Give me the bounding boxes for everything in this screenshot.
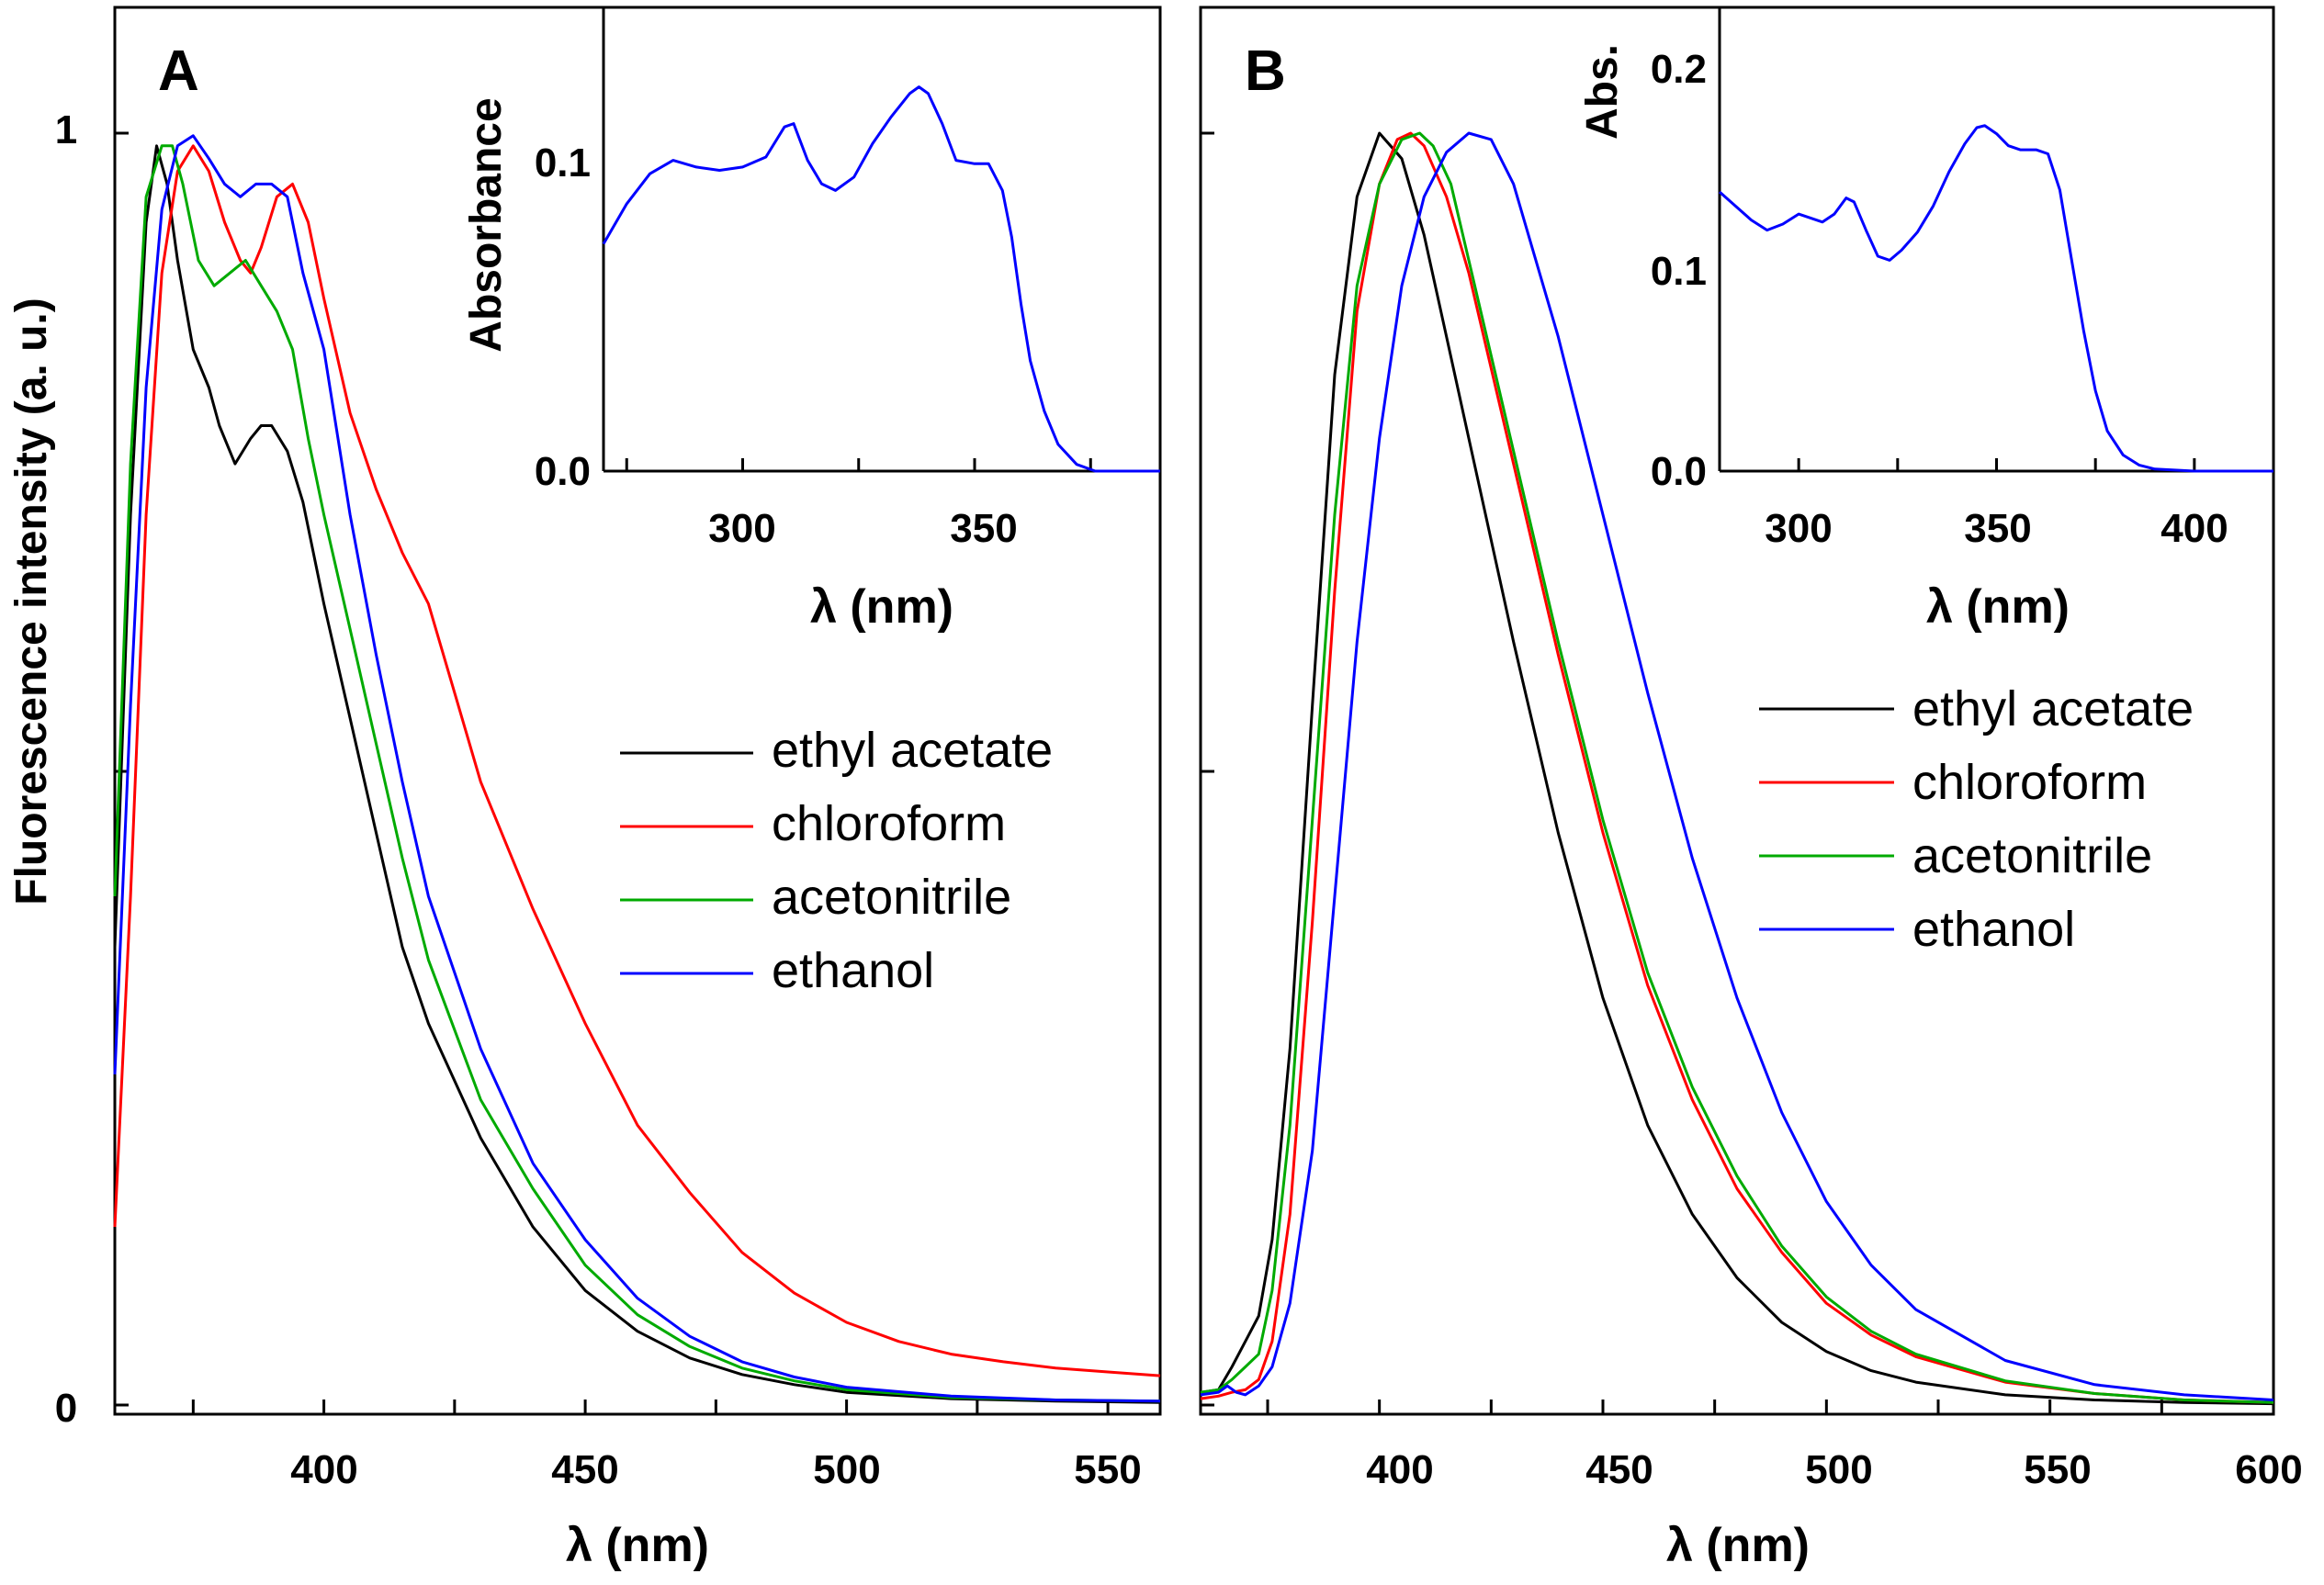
panel-b-label: B xyxy=(1245,39,1286,103)
panel-a-inset-y-axis-title: Absorbance xyxy=(462,97,511,352)
panel-a-inset-ticks xyxy=(625,458,1092,471)
panel-b-legend-label-chloroform: chloroform xyxy=(1912,755,2147,810)
panel-b-inset-series-line-series-0 xyxy=(1719,124,2273,473)
panel-b-legend: ethyl acetate chloroform acetonitrile et… xyxy=(1759,681,2194,957)
panel-b-inset-x-tick-label-300: 300 xyxy=(1765,506,1832,551)
panel-a-inset-series-group xyxy=(602,85,1160,473)
panel-a-series-line-chloroform xyxy=(113,144,1161,1377)
panel-b-inset-series-group xyxy=(1719,124,2273,473)
panel-a-x-tick-label-450: 450 xyxy=(551,1447,618,1492)
panel-b-inset-y-tick-label-0.0: 0.0 xyxy=(1651,449,1707,494)
panel-a-legend-label-ethyl-acetate: ethyl acetate xyxy=(772,723,1053,778)
panel-b-inset-ticks xyxy=(1797,458,2196,471)
panel-b-x-tick-label-600: 600 xyxy=(2235,1447,2302,1492)
panel-a-label: A xyxy=(158,39,199,103)
panel-b-x-axis-title: λ (nm) xyxy=(1666,1519,1810,1572)
panel-a-x-tick-label-500: 500 xyxy=(813,1447,880,1492)
panel-b-series-line-ethyl-acetate xyxy=(1200,131,2274,1406)
panel-b-x-tick-label-550: 550 xyxy=(2024,1447,2091,1492)
panel-b-x-tick-label-500: 500 xyxy=(1805,1447,1872,1492)
panel-b-series-line-chloroform xyxy=(1200,131,2274,1404)
panel-a-inset-series-line-series-0 xyxy=(602,85,1160,473)
panel-a-inset-y-tick-label-0.0: 0.0 xyxy=(535,449,591,494)
panel-a-series-line-ethanol xyxy=(113,134,1161,1403)
panel-b-inset-y-axis-title: Abs. xyxy=(1578,44,1627,140)
panel-a-series-line-ethyl-acetate xyxy=(113,144,1161,1404)
panel-b-series-line-ethanol xyxy=(1200,131,2274,1401)
panel-a-inset-x-tick-label-350: 350 xyxy=(950,506,1017,551)
panel-a-plot-frame xyxy=(113,6,1162,1416)
panel-b-inset-x-tick-label-400: 400 xyxy=(2160,506,2228,551)
panel-a-x-axis-title: λ (nm) xyxy=(566,1519,709,1572)
panel-a-inset-y-tick-label-0.1: 0.1 xyxy=(535,141,591,185)
panel-b-inset-y-tick-label-0.2: 0.2 xyxy=(1651,47,1707,92)
panel-a-x-tick-label-400: 400 xyxy=(290,1447,357,1492)
panel-a-legend: ethyl acetate chloroform acetonitrile et… xyxy=(620,723,1053,998)
panel-a-y-axis-title: Fluorescence intensity (a. u.) xyxy=(7,298,56,905)
panel-b-inset-x-tick-label-350: 350 xyxy=(1964,506,2031,551)
panel-b-series-line-acetonitrile xyxy=(1200,131,2274,1404)
panel-a-series-group xyxy=(113,134,1161,1404)
panel-a-legend-label-acetonitrile: acetonitrile xyxy=(772,870,1011,925)
panel-b-x-tick-label-400: 400 xyxy=(1366,1447,1433,1492)
panel-a-inset-x-tick-label-300: 300 xyxy=(708,506,775,551)
panel-a-x-tick-label-550: 550 xyxy=(1074,1447,1141,1492)
panel-b-inset-y-tick-label-0.1: 0.1 xyxy=(1651,249,1707,294)
panel-b-plot-frame xyxy=(1199,6,2275,1416)
panel-b-x-ticks xyxy=(1266,1400,2275,1414)
panel-a-y-tick-label-0: 0 xyxy=(55,1386,77,1431)
panel-a-series-line-acetonitrile xyxy=(113,144,1161,1403)
panel-a-y-tick-label-1: 1 xyxy=(55,107,77,152)
panel-a-inset: Absorbance λ (nm) 0.0 0.1 300 350 xyxy=(462,7,1160,634)
panel-a: A Fluorescence intensity (a. u.) λ (nm) … xyxy=(7,6,1162,1572)
panel-a-legend-label-ethanol: ethanol xyxy=(772,943,934,998)
panel-b-legend-label-ethyl-acetate: ethyl acetate xyxy=(1912,681,2194,736)
panel-b: B λ (nm) 400 450 500 550 600 ethyl aceta… xyxy=(1199,6,2303,1572)
panel-a-x-ticks xyxy=(191,1400,1110,1414)
panel-b-inset-x-axis-title: λ (nm) xyxy=(1926,580,2070,634)
panel-b-legend-label-ethanol: ethanol xyxy=(1912,902,2075,957)
panel-b-inset: Abs. λ (nm) 0.0 0.1 0.2 300 350 400 xyxy=(1578,7,2273,634)
panel-a-inset-x-axis-title: λ (nm) xyxy=(810,580,953,634)
panel-a-legend-label-chloroform: chloroform xyxy=(772,796,1006,851)
panel-b-x-tick-label-450: 450 xyxy=(1585,1447,1653,1492)
panel-b-series-group xyxy=(1200,131,2274,1406)
panel-b-legend-label-acetonitrile: acetonitrile xyxy=(1912,828,2152,883)
